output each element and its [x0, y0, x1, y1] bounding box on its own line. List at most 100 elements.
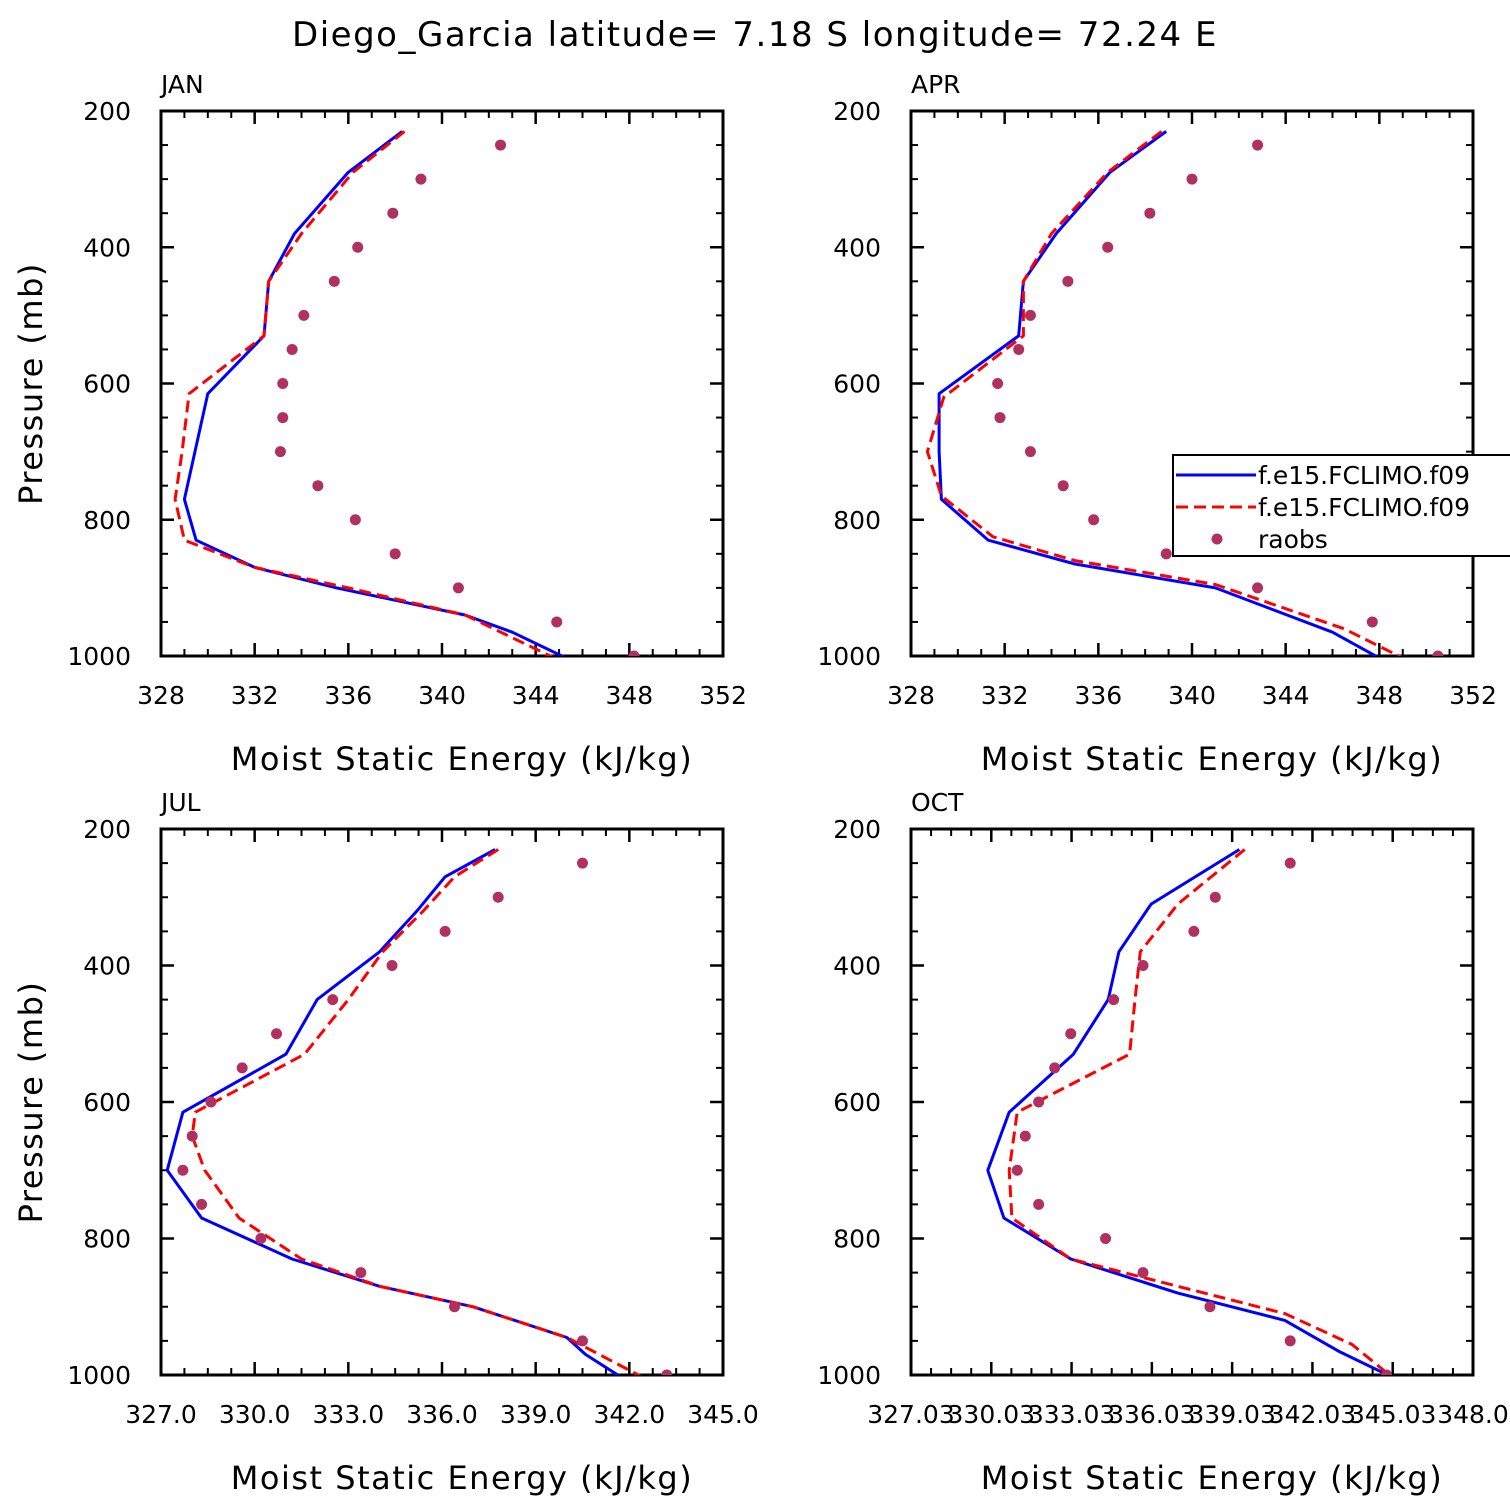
y-tick-label: 600: [83, 1088, 131, 1117]
panel-apr: 328 332 336 340 344 348 352 200 400 600 800 1000 APR…: [817, 70, 1496, 778]
x-tick-label: 333.0: [313, 1400, 385, 1429]
y-axis-title: Pressure (mb): [12, 262, 50, 505]
x-tick-label: 342.03: [1269, 1400, 1356, 1429]
x-tick-label: 348.0: [1437, 1400, 1509, 1429]
y-tick-label: 400: [83, 233, 131, 262]
y-tick-label: 1000: [67, 1361, 131, 1390]
x-tick-label: 327.0: [125, 1400, 197, 1429]
x-tick-label: 336: [324, 681, 372, 710]
x-tick-label: 340: [418, 681, 466, 710]
x-axis-title: Moist Static Energy (kJ/kg): [981, 740, 1443, 778]
x-tick-label: 348: [1355, 681, 1403, 710]
y-tick-label: 400: [83, 952, 131, 981]
raobs-point: [1432, 650, 1444, 656]
raobs-point: [1284, 1335, 1296, 1347]
raobs-point: [1102, 241, 1114, 253]
y-tick-label: 600: [83, 370, 131, 399]
raobs-point: [1100, 1233, 1112, 1244]
raobs-point: [628, 650, 640, 656]
raobs-point: [352, 241, 364, 253]
raobs-point: [1062, 275, 1074, 287]
raobs-point: [452, 582, 464, 594]
raobs-point: [1013, 343, 1025, 355]
x-axis-title: Moist Static Energy (kJ/kg): [231, 1459, 693, 1497]
x-tick-label: 332: [231, 681, 279, 710]
legend-marker: [1211, 533, 1223, 545]
raobs-point: [1033, 1198, 1045, 1210]
y-tick-label: 800: [83, 506, 131, 535]
raobs-point: [271, 1028, 283, 1040]
series-group: [165, 848, 673, 1375]
raobs-point: [1033, 1096, 1045, 1108]
x-tick-label: 327.03: [867, 1400, 954, 1429]
y-tick-label: 200: [833, 97, 881, 126]
legend-label: f.e15.FCLIMO.f09: [1258, 461, 1470, 490]
raobs-point: [349, 514, 361, 526]
raobs-point: [196, 1198, 208, 1210]
raobs-point: [492, 891, 504, 903]
raobs-point: [177, 1164, 189, 1176]
x-axis-title: Moist Static Energy (kJ/kg): [231, 740, 693, 778]
raobs-point: [992, 378, 1004, 389]
x-tick-label: 336.0: [406, 1400, 478, 1429]
y-tick-label: 800: [833, 1225, 881, 1254]
x-tick-label: 328: [137, 681, 185, 710]
x-tick-label: 344: [1262, 681, 1310, 710]
panel-oct: 327.03330.03333.03336.03339.03342.03345.…: [817, 788, 1508, 1497]
raobs-point: [1011, 1164, 1023, 1176]
x-tick-label: 336.03: [1108, 1400, 1195, 1429]
panel-label: APR: [911, 70, 961, 99]
x-tick-label: 344: [512, 681, 560, 710]
raobs-point: [205, 1096, 217, 1108]
raobs-point: [1204, 1301, 1216, 1313]
y-axis-title: Pressure (mb): [12, 981, 50, 1224]
raobs-point: [551, 616, 563, 628]
x-tick-label: 342.0: [594, 1400, 666, 1429]
y-tick-label: 1000: [67, 642, 131, 671]
raobs-point: [277, 378, 289, 389]
y-tick-label: 1000: [817, 642, 881, 671]
model-line-solid: [986, 848, 1392, 1375]
raobs-point: [355, 1267, 367, 1279]
raobs-point: [1108, 994, 1120, 1006]
raobs-point: [1381, 1369, 1393, 1375]
raobs-point: [277, 412, 289, 424]
y-tick-label: 200: [833, 815, 881, 844]
raobs-point: [1057, 480, 1069, 492]
series-group: [925, 130, 1444, 656]
raobs-point: [389, 548, 401, 560]
y-tick-label: 600: [833, 370, 881, 399]
y-tick-label: 600: [833, 1088, 881, 1117]
x-tick-label: 345.0: [687, 1400, 759, 1429]
raobs-point: [1065, 1028, 1077, 1040]
y-tick-label: 1000: [817, 1361, 881, 1390]
x-axis-title: Moist Static Energy (kJ/kg): [981, 1459, 1443, 1497]
raobs-point: [186, 1130, 198, 1142]
raobs-point: [1252, 139, 1264, 151]
raobs-point: [286, 343, 298, 355]
raobs-point: [577, 1335, 588, 1347]
legend-label: f.e15.FCLIMO.f09: [1258, 493, 1470, 522]
model-line-dashed: [1007, 848, 1392, 1375]
raobs-point: [298, 309, 310, 321]
x-tick-label: 339.0: [500, 1400, 572, 1429]
model-line-dashed: [925, 130, 1403, 656]
panels: 328 332 336 340 344 348 352 200 400 600 800 1000 JAN…: [12, 70, 1509, 1497]
raobs-point: [1160, 548, 1172, 560]
model-line-dashed: [173, 130, 554, 656]
raobs-point: [387, 207, 399, 219]
raobs-point: [1024, 446, 1036, 458]
raobs-point: [386, 960, 398, 971]
raobs-point: [1137, 960, 1149, 971]
raobs-point: [274, 446, 286, 458]
raobs-point: [1024, 309, 1036, 321]
panel-jul: 327.0 330.0 333.0 336.0 339.0 342.0 345.0 200 40…: [12, 788, 759, 1497]
raobs-point: [415, 173, 427, 185]
raobs-point: [1088, 514, 1100, 526]
legend-label: raobs: [1258, 525, 1328, 554]
raobs-point: [1252, 582, 1264, 594]
raobs-point: [328, 275, 340, 287]
raobs-point: [1186, 173, 1198, 185]
x-tick-label: 332: [981, 681, 1029, 710]
x-tick-label: 348: [605, 681, 653, 710]
